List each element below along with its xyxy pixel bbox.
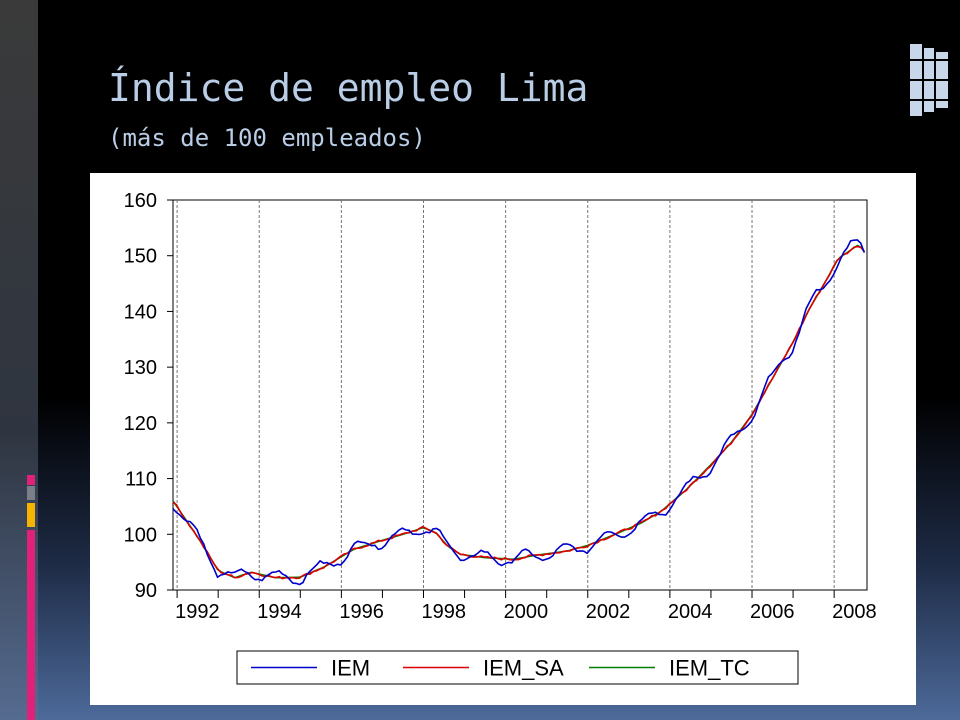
y-tick-label: 150 [124,246,157,268]
plot-area [172,199,868,591]
slide-title: Índice de empleo Lima [108,66,589,110]
x-tick-label: 1998 [421,601,466,623]
x-tick-label: 2004 [668,601,713,623]
y-tick-label: 120 [124,413,157,435]
x-tick-label: 2008 [832,601,877,623]
series-line-iem [172,239,866,586]
x-tick-label: 1992 [175,601,220,623]
y-tick-label: 140 [124,301,157,323]
chart-panel: 1992 1994 1996 1998 2000 2002 2004 2006 2008 90 10… [90,173,916,705]
y-tick-label: 90 [135,580,157,602]
x-tick-label: 1996 [339,601,384,623]
y-tick-label: 160 [124,190,157,212]
x-tick-label: 2000 [504,601,548,623]
x-tick-label: 2006 [750,601,795,623]
employment-index-chart: 1992 1994 1996 1998 2000 2002 2004 2006 2008 90 10… [124,190,877,685]
columns-icon [906,38,952,122]
legend-label: IEM [331,656,370,681]
y-tick-label: 130 [124,357,157,379]
y-tick-label: 110 [125,469,157,491]
x-tick-label: 2002 [586,601,631,623]
slide-subtitle: (más de 100 empleados) [108,124,426,152]
legend-label: IEM_TC [669,656,750,681]
accent-bar-gray [27,486,35,500]
legend-box [236,650,799,685]
accent-bar-pink-long [27,530,35,720]
accent-bar-pink [27,475,35,485]
legend-label: IEM_SA [483,656,564,681]
x-tick-label: 1994 [257,601,302,623]
accent-bar-yellow [27,503,35,527]
y-tick-label: 100 [124,524,157,546]
